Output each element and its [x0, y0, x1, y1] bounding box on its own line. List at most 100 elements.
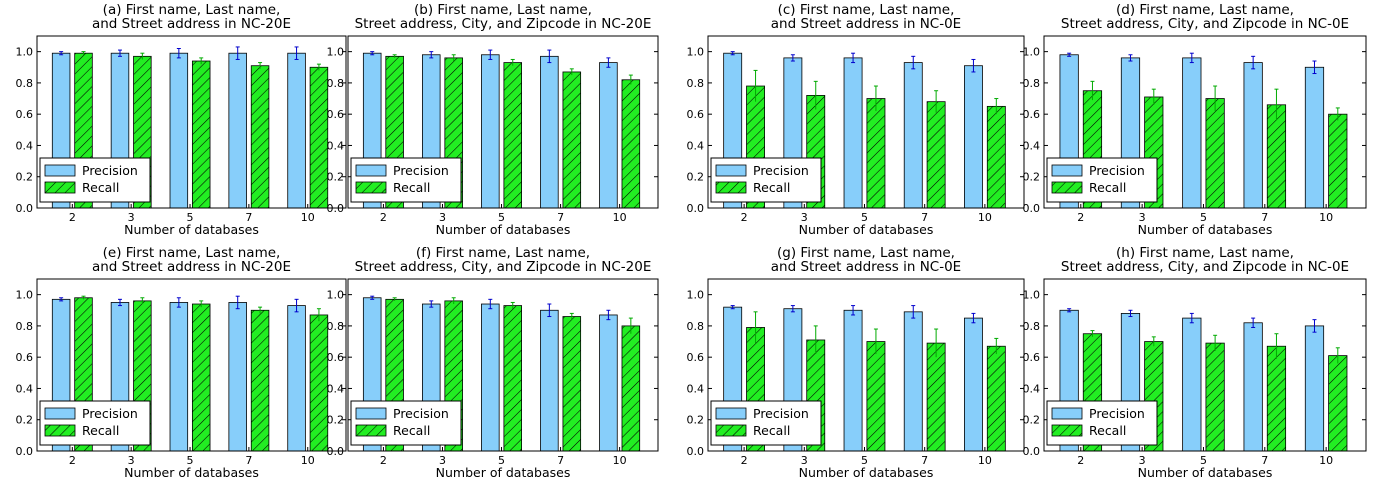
bar-recall — [1328, 113, 1348, 209]
legend-box — [1046, 157, 1158, 203]
bar-recall — [191, 303, 211, 452]
bar-precision — [903, 62, 923, 209]
y-tick-label: 0.0 — [16, 202, 34, 215]
legend-swatch-recall — [1051, 181, 1083, 194]
legend-label-recall: Recall — [1089, 180, 1126, 195]
legend-swatch-precision — [355, 164, 387, 177]
x-tick-label: 5 — [498, 211, 505, 224]
bar-precision — [599, 62, 618, 209]
bar-recall — [503, 305, 522, 452]
bar-recall — [1328, 355, 1348, 452]
x-tick-label: 2 — [1077, 454, 1084, 467]
x-tick-label: 10 — [1319, 454, 1333, 467]
chart-title-line: (g) First name, Last name, — [777, 245, 955, 261]
y-tick-label: 1.0 — [1023, 289, 1041, 302]
y-tick-label: 0.6 — [16, 108, 34, 121]
y-tick-label: 0.8 — [327, 77, 345, 90]
y-tick-label: 0.4 — [687, 382, 705, 395]
bar-recall — [191, 60, 211, 209]
chart-panel-2: (b) First name, Last name,Street address… — [327, 2, 659, 237]
y-tick-label: 0.6 — [687, 351, 705, 364]
bar-recall — [562, 71, 582, 209]
bar-precision — [1304, 325, 1325, 452]
axes-frame — [347, 35, 659, 209]
x-tick-label: 3 — [801, 211, 808, 224]
axes-frame — [1043, 278, 1367, 452]
bar-recall — [986, 345, 1006, 452]
y-tick-label: 0.8 — [687, 77, 705, 90]
x-tick-label: 3 — [1139, 454, 1146, 467]
legend-label-precision: Precision — [393, 163, 449, 178]
y-tick-label: 0.2 — [1023, 414, 1041, 427]
x-tick-label: 3 — [128, 211, 135, 224]
x-tick-label: 10 — [978, 454, 992, 467]
x-tick-label: 7 — [557, 211, 564, 224]
bar-precision — [964, 65, 983, 209]
chart-panel-3: (c) First name, Last name,and Street add… — [687, 2, 1025, 237]
chart-title-line: Street address, City, and Zipcode in NC-… — [1061, 16, 1349, 32]
bar-precision — [169, 302, 189, 452]
x-tick-label: 5 — [861, 211, 868, 224]
axes-frame — [36, 35, 347, 209]
bar-precision — [228, 52, 247, 209]
x-tick-label: 10 — [613, 211, 627, 224]
chart-title-line: Street address, City, and Zipcode in NC-… — [1061, 259, 1349, 275]
legend-swatch-recall — [44, 181, 76, 194]
bar-precision — [903, 311, 923, 452]
legend-swatch-recall — [715, 181, 747, 194]
y-tick-label: 0.0 — [327, 445, 345, 458]
y-tick-label: 0.4 — [687, 139, 705, 152]
chart-title-line: (d) First name, Last name, — [1116, 2, 1294, 18]
axes-frame — [347, 278, 659, 452]
bar-precision — [540, 55, 559, 209]
y-tick-label: 0.4 — [16, 139, 34, 152]
x-tick-label: 3 — [128, 454, 135, 467]
legend-swatch-precision — [715, 407, 747, 420]
y-tick-label: 1.0 — [687, 46, 705, 59]
x-tick-label: 7 — [245, 454, 252, 467]
bar-precision — [599, 314, 618, 452]
y-tick-label: 1.0 — [1023, 46, 1041, 59]
bar-recall — [621, 79, 641, 209]
y-tick-label: 0.8 — [687, 320, 705, 333]
bar-recall — [1205, 98, 1225, 209]
x-axis-label: Number of databases — [1138, 465, 1273, 480]
x-axis-label: Number of databases — [799, 465, 934, 480]
x-tick-label: 3 — [439, 454, 446, 467]
y-tick-label: 0.2 — [16, 171, 34, 184]
chart-panel-6: (f) First name, Last name,Street address… — [327, 245, 659, 480]
bar-recall — [1266, 345, 1287, 452]
y-tick-label: 1.0 — [16, 46, 34, 59]
y-tick-label: 0.2 — [1023, 171, 1041, 184]
x-tick-label: 5 — [498, 454, 505, 467]
bar-recall — [562, 316, 582, 452]
chart-panel-5: (e) First name, Last name,and Street add… — [16, 245, 347, 480]
x-tick-label: 3 — [439, 211, 446, 224]
chart-title-line: and Street address in NC-20E — [92, 259, 291, 275]
bar-precision — [481, 303, 500, 452]
y-tick-label: 0.2 — [16, 414, 34, 427]
chart-title-line: and Street address in NC-20E — [92, 16, 291, 32]
y-tick-label: 0.0 — [327, 202, 345, 215]
axes-frame — [707, 278, 1025, 452]
x-tick-label: 2 — [380, 454, 387, 467]
bar-precision — [843, 309, 863, 452]
chart-title-line: (b) First name, Last name, — [414, 2, 592, 18]
bar-recall — [926, 342, 946, 452]
y-tick-label: 0.4 — [1023, 139, 1041, 152]
bar-precision — [287, 305, 306, 452]
legend-swatch-precision — [715, 164, 747, 177]
y-tick-label: 0.4 — [327, 382, 345, 395]
legend-label-precision: Precision — [82, 163, 138, 178]
x-tick-label: 2 — [69, 454, 76, 467]
chart-title-line: (a) First name, Last name, — [103, 2, 281, 18]
y-tick-label: 0.6 — [327, 351, 345, 364]
legend-swatch-recall — [1051, 424, 1083, 437]
chart-panel-8: (h) First name, Last name,Street address… — [1023, 245, 1367, 480]
y-tick-label: 0.8 — [1023, 77, 1041, 90]
bar-precision — [1304, 66, 1325, 209]
y-tick-label: 0.0 — [687, 445, 705, 458]
y-tick-label: 0.0 — [1023, 202, 1041, 215]
x-tick-label: 10 — [978, 211, 992, 224]
